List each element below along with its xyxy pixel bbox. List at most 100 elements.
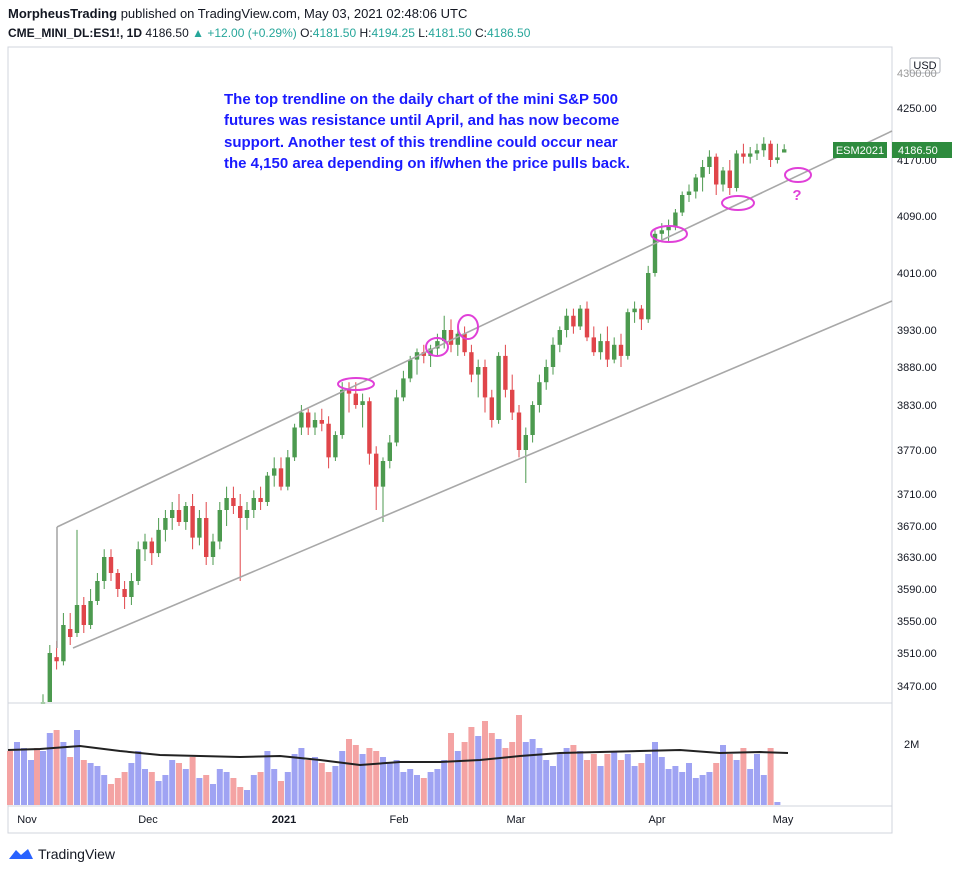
last-price: 4186.50: [145, 26, 189, 40]
volume-bar: [767, 748, 774, 805]
candle-body: [510, 389, 515, 413]
volume-bar: [189, 757, 196, 805]
candle-body: [428, 348, 433, 356]
volume-bar: [488, 733, 495, 805]
candle-body: [618, 344, 624, 356]
candle-body: [251, 498, 256, 510]
volume-bar: [216, 769, 223, 805]
volume-bar: [46, 733, 53, 805]
candle-body: [61, 625, 66, 662]
volume-bar: [726, 754, 733, 805]
candle-body: [700, 167, 705, 178]
candle-body: [584, 308, 590, 338]
candle-body: [197, 518, 202, 538]
candle-body: [163, 518, 168, 530]
volume-bar: [441, 760, 448, 805]
time-axis[interactable]: Nov Dec 2021 Feb Mar Apr May: [17, 814, 794, 826]
volume-bar: [21, 748, 27, 805]
volume-bar: [482, 721, 488, 805]
candle-body: [782, 149, 787, 153]
candle-body: [550, 344, 556, 367]
volume-bar: [28, 760, 34, 805]
candle-body: [265, 475, 270, 502]
volume-bar: [230, 778, 237, 805]
candle-body: [455, 333, 460, 345]
price-axis[interactable]: 4250.004170.004090.004010.003930.003880.…: [897, 103, 937, 693]
volume-tick: 2M: [904, 739, 919, 751]
price-tick-label: 3590.00: [897, 584, 937, 596]
volume-bar: [271, 769, 278, 805]
candle-body: [346, 389, 352, 394]
highlight-circle: [650, 225, 688, 243]
price-tick-label: 3830.00: [897, 400, 937, 412]
candle-body: [95, 581, 100, 601]
candle-body: [387, 442, 392, 461]
annotation-text: The top trendline on the daily chart of …: [224, 91, 630, 172]
volume-bar: [570, 745, 577, 805]
candle-body: [204, 518, 209, 557]
publisher-name: MorpheusTrading: [8, 6, 118, 21]
candle-body: [503, 355, 508, 390]
tradingview-logo[interactable]: TradingView: [8, 846, 115, 862]
highlight-circle: [721, 195, 755, 211]
volume-bar: [34, 748, 40, 805]
candle-body: [353, 393, 358, 405]
volume-bar: [733, 760, 740, 805]
volume-bar: [529, 739, 536, 805]
candle-body: [142, 541, 148, 550]
candle-body: [149, 541, 154, 554]
volume-bar: [638, 763, 645, 805]
volume-bar: [713, 763, 720, 805]
candle-body: [720, 170, 726, 185]
volume-bar: [556, 754, 563, 805]
volume-bar: [400, 772, 407, 805]
volume-bar: [264, 751, 271, 805]
volume-bar: [550, 766, 556, 805]
candle-body: [183, 506, 188, 522]
volume-bar: [80, 760, 87, 805]
highlight-circle: [337, 377, 375, 391]
volume-layer: [7, 715, 781, 805]
chart-frame: [7, 46, 893, 834]
candle-body: [591, 337, 596, 353]
candle-body: [156, 529, 161, 554]
candle-body: [557, 330, 562, 345]
volume-bar: [325, 772, 332, 805]
volume-bar: [563, 748, 570, 805]
time-label: Feb: [390, 814, 409, 826]
candle-body: [727, 170, 732, 188]
candle-body: [47, 653, 52, 702]
volume-bar: [257, 772, 264, 805]
annotation-line-1: The top trendline on the daily chart of …: [224, 91, 618, 108]
volume-bar: [604, 754, 611, 805]
price-tick-label: 3470.00: [897, 681, 937, 693]
candle-body: [401, 378, 406, 398]
candle-body: [714, 156, 719, 185]
open-value: 4181.50: [312, 26, 357, 40]
annotation-line-2: futures was resistance until April, and …: [224, 112, 619, 129]
time-label: Dec: [138, 814, 158, 826]
candle-body: [285, 457, 290, 487]
price-tick-label: 3510.00: [897, 648, 937, 660]
candle-body: [571, 315, 576, 327]
volume-bar: [407, 769, 414, 805]
price-tick-label: 3930.00: [897, 325, 937, 337]
candle-body: [136, 549, 141, 581]
volume-bar: [740, 748, 747, 805]
candle-body: [217, 510, 222, 542]
symbol-tag-text: ESM2021: [836, 145, 884, 157]
candle-body: [707, 156, 712, 167]
volume-bar: [244, 790, 250, 805]
price-tick-partial: 4300.00: [897, 68, 937, 80]
volume-bar: [420, 778, 427, 805]
price-tick-label: 3550.00: [897, 616, 937, 628]
volume-bar: [699, 775, 706, 805]
lower-trendline: [72, 300, 893, 649]
volume-bar: [427, 772, 434, 805]
annotation-line-4: the 4,150 area depending on if/when the …: [224, 155, 630, 172]
brand-label: TradingView: [38, 846, 116, 862]
candle-body: [523, 435, 528, 450]
candle-body: [394, 397, 399, 443]
last-price-tag: [892, 142, 952, 158]
